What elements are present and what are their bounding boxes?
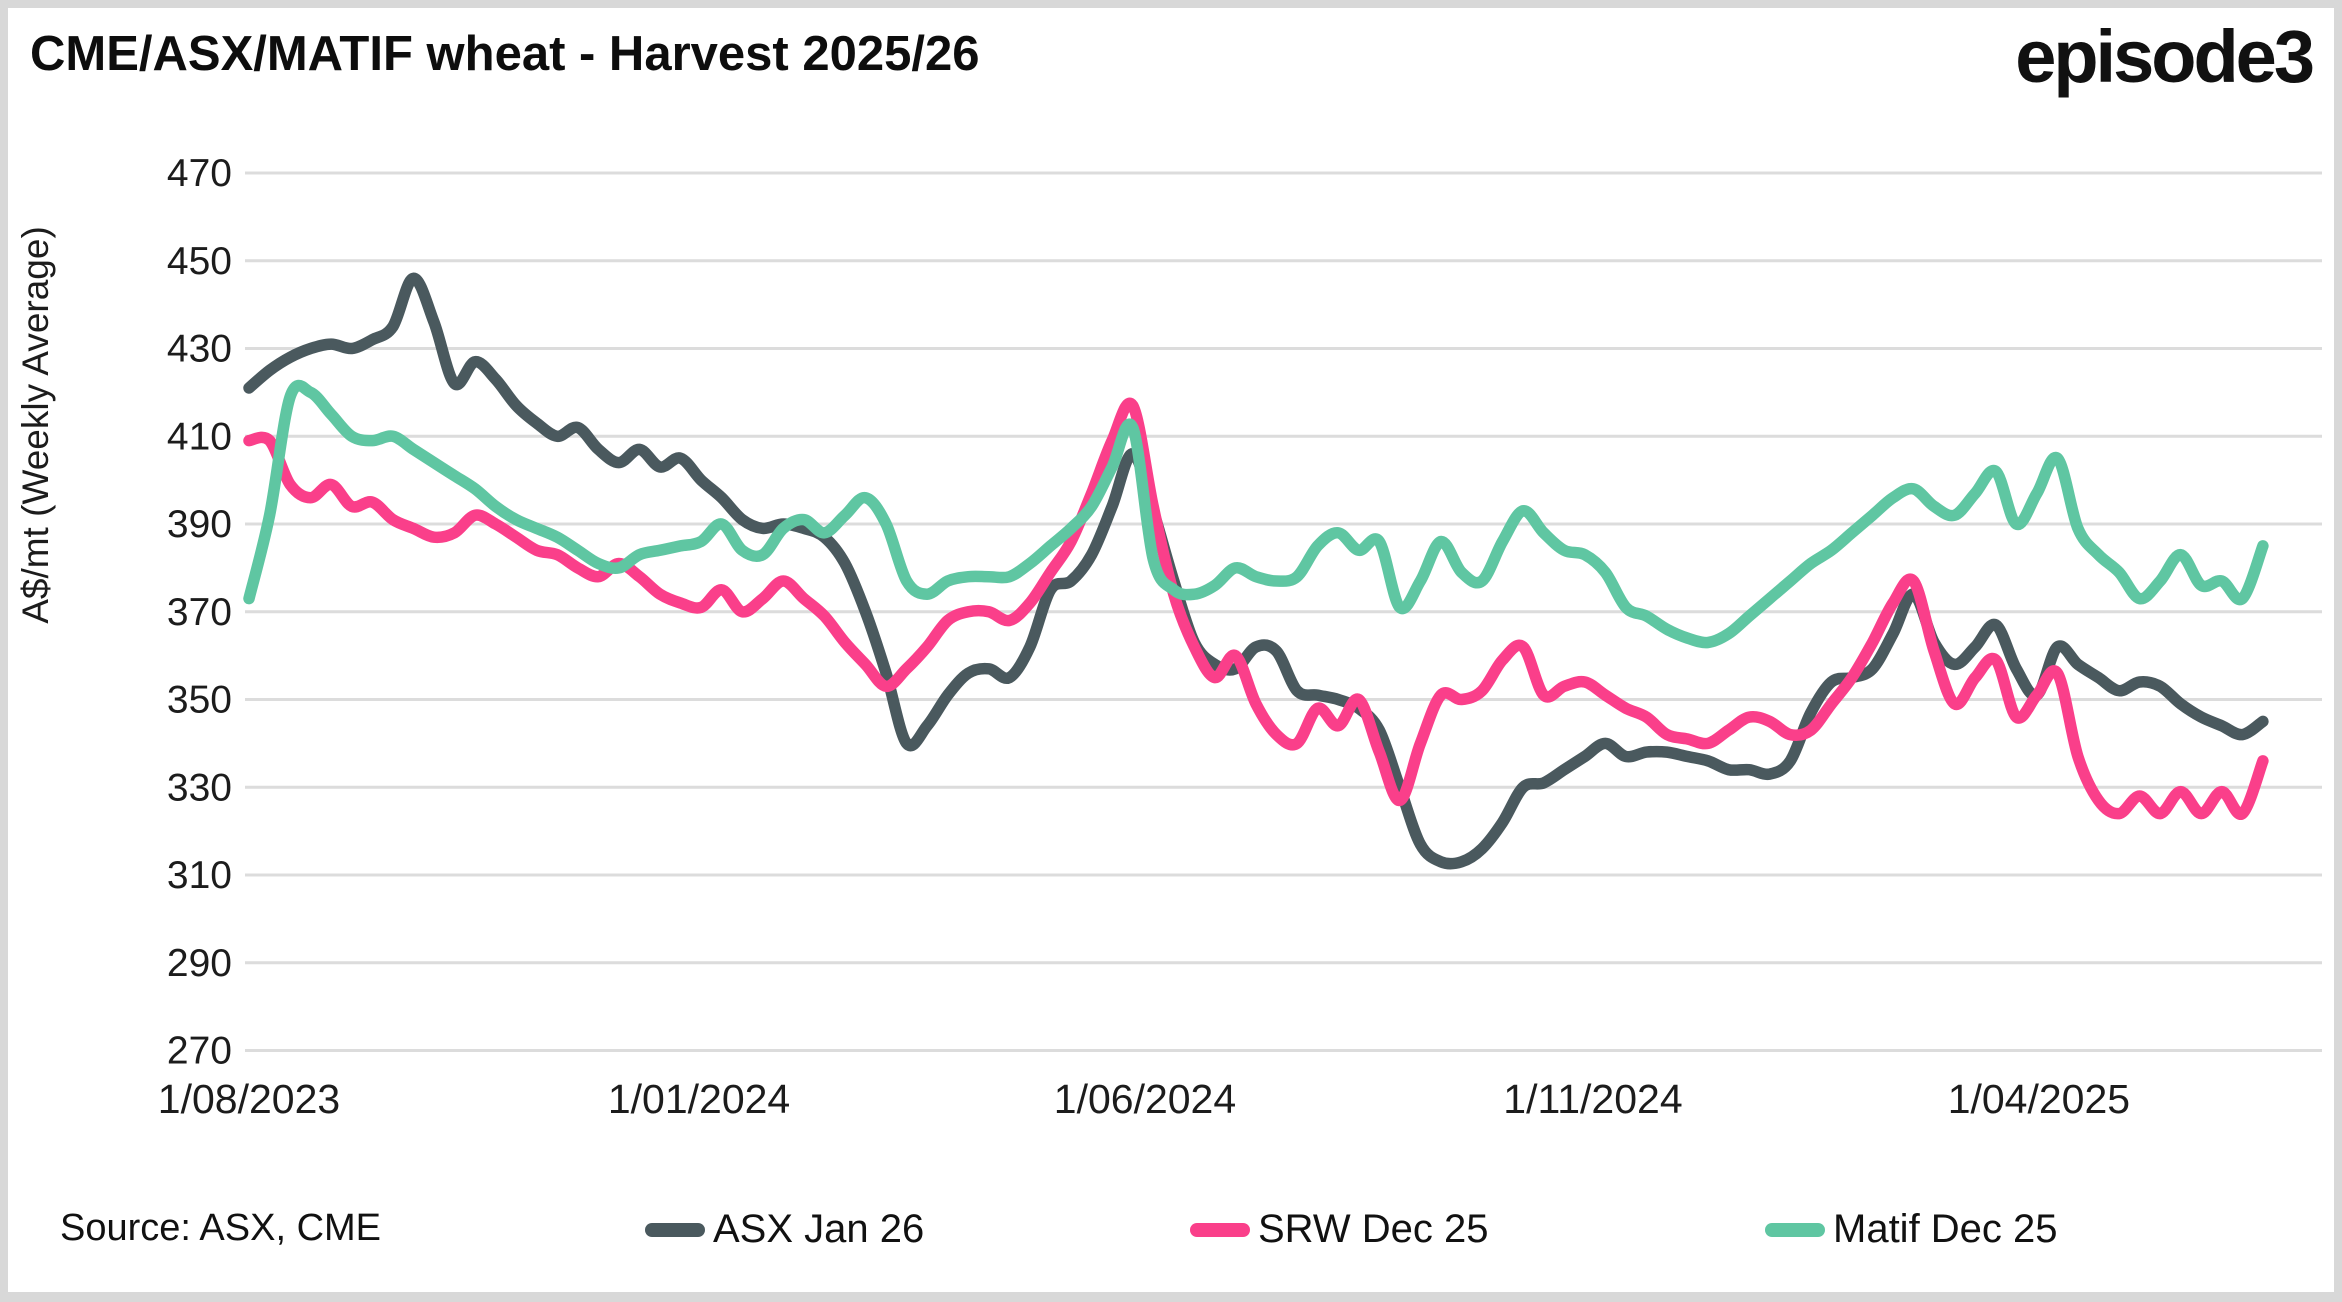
matif-legend-swatch (1765, 1222, 1825, 1237)
srw-legend-swatch (1190, 1222, 1250, 1237)
y-tick-label-270: 270 (167, 1030, 232, 1073)
legend-item-asx-jan-26: ASX Jan 26 (645, 1207, 924, 1252)
source-note: Source: ASX, CME (60, 1207, 382, 1249)
series-line-matif-dec-25 (243, 379, 2269, 649)
chart-card: CME/ASX/MATIF wheat - Harvest 2025/26 ep… (8, 8, 2334, 1292)
y-tick-label-470: 470 (167, 152, 232, 195)
y-tick-label-410: 410 (167, 415, 232, 458)
y-tick-label-310: 310 (167, 854, 232, 897)
y-tick-label-430: 430 (167, 328, 232, 371)
legend-item-srw-dec-25: SRW Dec 25 (1190, 1207, 1488, 1252)
chart-title: CME/ASX/MATIF wheat - Harvest 2025/26 (30, 27, 980, 81)
x-tick-label-1-08-2023: 1/08/2023 (158, 1076, 340, 1122)
episode3-logo: episode3 (2015, 15, 2315, 98)
asx-legend-label: ASX Jan 26 (713, 1207, 925, 1251)
y-tick-label-290: 290 (167, 942, 232, 985)
x-tick-label-1-04-2025: 1/04/2025 (1948, 1076, 2130, 1122)
line-chart-plot: 270 290 310 330 350 370 390 410 430 450 470 1/08/20… (158, 152, 2322, 1122)
y-tick-label-350: 350 (167, 679, 232, 722)
legend-item-matif-dec-25: Matif Dec 25 (1765, 1207, 2058, 1252)
x-tick-label-1-11-2024: 1/11/2024 (1503, 1076, 1682, 1122)
chart-legend: Source: ASX, CME ASX Jan 26 SRW Dec 25 M… (8, 1193, 2334, 1273)
y-tick-label-330: 330 (167, 766, 232, 809)
asx-legend-swatch (645, 1222, 705, 1237)
matif-legend-label: Matif Dec 25 (1833, 1207, 2058, 1251)
y-tick-label-370: 370 (167, 591, 232, 634)
series-line-srw-dec-25 (243, 397, 2269, 820)
y-tick-label-390: 390 (167, 503, 232, 546)
x-tick-label-1-01-2024: 1/01/2024 (608, 1076, 790, 1122)
srw-legend-label: SRW Dec 25 (1258, 1207, 1489, 1251)
x-tick-label-1-06-2024: 1/06/2024 (1054, 1076, 1236, 1122)
y-tick-label-450: 450 (167, 240, 232, 283)
